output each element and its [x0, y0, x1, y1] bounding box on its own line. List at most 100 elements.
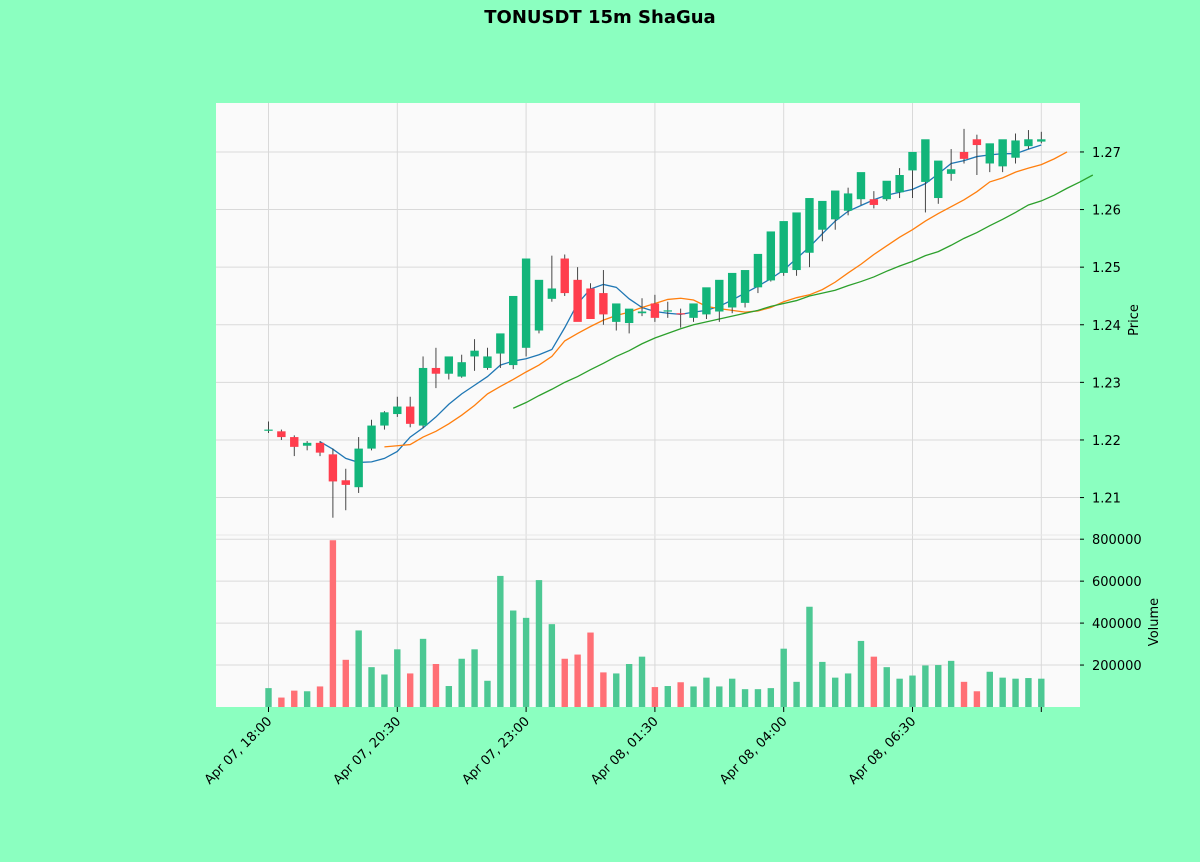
candle-body	[792, 212, 801, 271]
candle-body	[753, 253, 763, 288]
candle-body	[959, 151, 969, 159]
time-tick-label: Apr 07, 20:30	[331, 714, 404, 787]
volume-bar	[574, 654, 581, 707]
candle-body	[367, 425, 376, 449]
volume-bar	[406, 673, 414, 707]
candle-body	[946, 169, 956, 174]
candle-body	[895, 175, 904, 193]
volume-bar	[922, 665, 929, 707]
volume-bar	[522, 617, 530, 707]
volume-bar	[651, 687, 659, 707]
volume-tick-label: 200000	[1092, 659, 1142, 674]
volume-bar	[767, 688, 775, 707]
volume-bar	[947, 660, 955, 707]
volume-bar	[548, 624, 556, 707]
candle-body	[328, 454, 338, 482]
time-tick-label: Apr 07, 18:00	[202, 714, 275, 787]
volume-bar	[303, 691, 311, 707]
candle-body	[869, 199, 879, 205]
price-tick-label: 1.27	[1092, 146, 1121, 161]
candle-body	[483, 356, 492, 368]
candle-body	[509, 295, 518, 366]
volume-bar	[986, 671, 993, 707]
candle-body	[972, 139, 982, 146]
candle-body	[534, 279, 544, 331]
candle-body	[1011, 140, 1020, 158]
candle-body	[843, 193, 853, 211]
candle-body	[393, 406, 402, 415]
volume-bar	[896, 678, 903, 707]
volume-bar	[857, 640, 865, 707]
price-tick-label: 1.23	[1092, 376, 1121, 391]
price-axis-label: Price	[1127, 304, 1142, 336]
candle-body	[521, 258, 531, 348]
candle-body	[818, 200, 827, 230]
volume-bar	[793, 681, 800, 707]
candle-body	[663, 310, 672, 312]
candle-body	[637, 311, 647, 314]
candle-body	[418, 367, 428, 426]
candle-body	[856, 172, 866, 200]
candle-body	[740, 270, 750, 303]
volume-bar	[832, 677, 839, 707]
volume-bar	[510, 610, 517, 707]
volume-bar	[690, 686, 697, 707]
volume-bar	[329, 540, 337, 707]
candle-body	[689, 303, 698, 318]
volume-bar	[960, 681, 968, 707]
candle-body	[264, 429, 273, 431]
candle-body	[444, 356, 454, 374]
candle-body	[1037, 139, 1046, 142]
candle-body	[921, 139, 930, 182]
candle-body	[302, 442, 312, 446]
volume-bar	[909, 675, 916, 707]
volume-bar	[677, 682, 684, 707]
candle-body	[805, 198, 814, 253]
candle-body	[882, 180, 891, 200]
chart-title: TONUSDT 15m ShaGua	[484, 7, 715, 28]
candle-body	[676, 313, 685, 315]
candle-body	[431, 367, 441, 374]
volume-bar	[883, 667, 890, 707]
volume-bar	[703, 677, 710, 707]
candle-body	[290, 437, 299, 447]
volume-bar	[1025, 678, 1032, 707]
volume-bar	[741, 689, 749, 707]
time-tick-label: Apr 08, 04:00	[717, 714, 790, 787]
candle-body	[612, 303, 621, 322]
candle-body	[985, 143, 994, 164]
candle-body	[315, 442, 325, 453]
volume-bar	[265, 688, 272, 707]
volume-axis-label: Volume	[1147, 598, 1162, 646]
volume-bar	[973, 691, 981, 707]
volume-axis-ticks: 200000 400000 600000 800000	[1080, 533, 1142, 674]
volume-bar	[458, 658, 465, 707]
candle-body	[277, 431, 286, 438]
candle-body	[624, 308, 634, 324]
candle-body	[380, 412, 389, 426]
volume-bar	[497, 575, 504, 707]
candle-body	[599, 293, 608, 315]
candle-body	[457, 362, 466, 377]
volume-bar	[638, 656, 646, 707]
volume-bar	[999, 677, 1006, 707]
candle-body	[354, 448, 363, 488]
volume-bar	[625, 664, 633, 707]
candle-body	[496, 333, 505, 354]
price-tick-label: 1.22	[1092, 434, 1121, 449]
volume-bar	[780, 648, 787, 707]
volume-bar	[432, 664, 440, 707]
volume-bar	[728, 678, 736, 707]
candle-body	[573, 279, 582, 322]
candle-body	[702, 287, 711, 315]
candle-body	[341, 480, 350, 485]
volume-bar	[484, 680, 491, 707]
volume-tick-label: 600000	[1092, 575, 1142, 590]
candle-body	[405, 406, 415, 424]
candle-body	[934, 160, 943, 199]
candle-body	[998, 139, 1007, 167]
candle-body	[560, 258, 569, 294]
plot-background	[216, 103, 1080, 707]
volume-bar	[419, 638, 427, 707]
